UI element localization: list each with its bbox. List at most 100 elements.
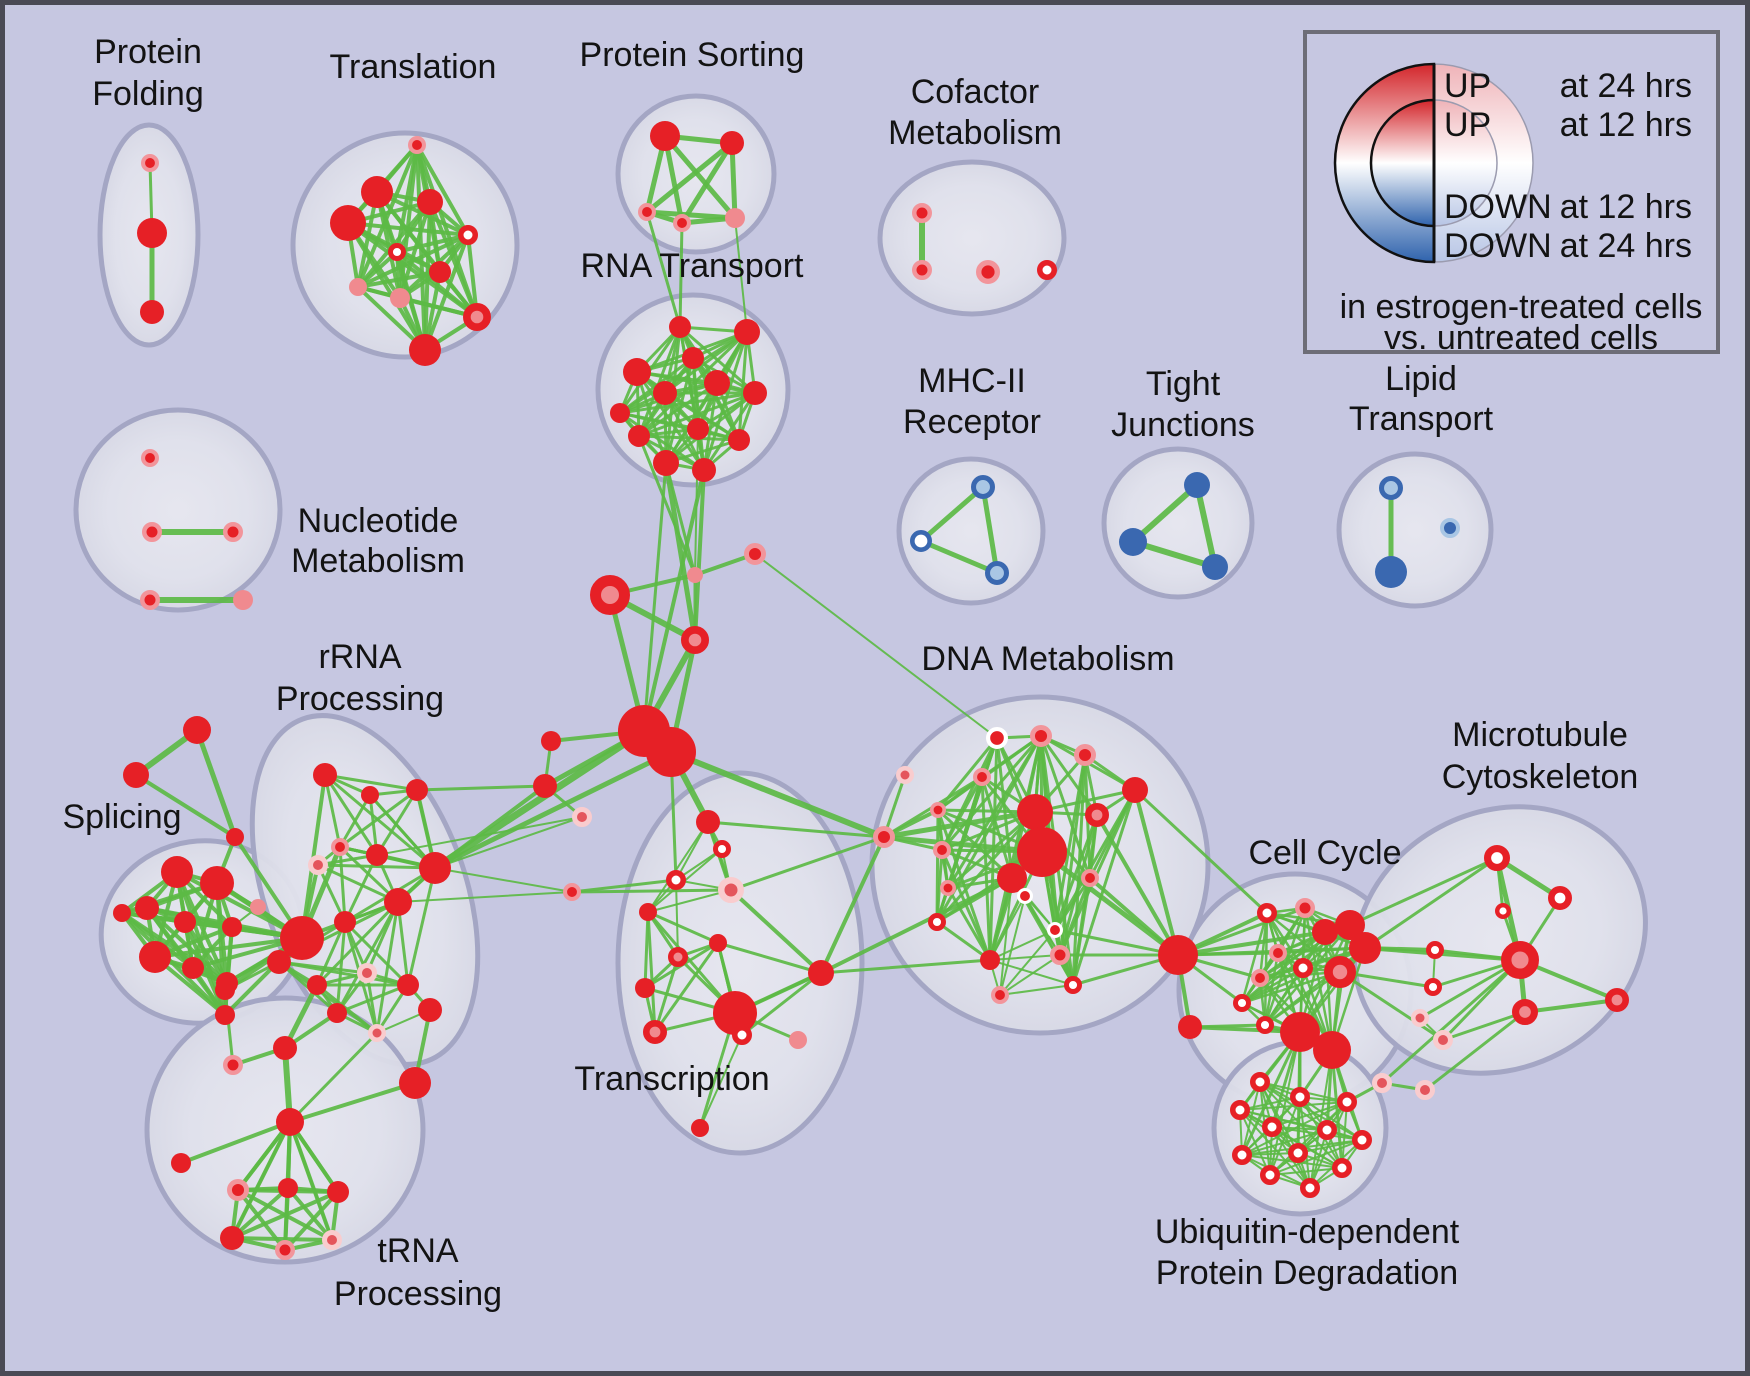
gene-node[interactable] bbox=[458, 225, 478, 245]
gene-node[interactable] bbox=[1349, 932, 1381, 964]
gene-node[interactable] bbox=[1290, 1087, 1310, 1107]
gene-node[interactable] bbox=[140, 300, 164, 324]
gene-node[interactable] bbox=[390, 288, 410, 308]
gene-node[interactable] bbox=[307, 975, 327, 995]
gene-node[interactable] bbox=[1313, 1031, 1351, 1069]
gene-node[interactable] bbox=[666, 870, 686, 890]
gene-node[interactable] bbox=[687, 418, 709, 440]
gene-node[interactable] bbox=[642, 1019, 667, 1044]
gene-node[interactable] bbox=[327, 1003, 347, 1023]
gene-node[interactable] bbox=[1202, 554, 1228, 580]
gene-node[interactable] bbox=[734, 319, 760, 345]
gene-node[interactable] bbox=[638, 202, 657, 221]
gene-node[interactable] bbox=[563, 883, 582, 902]
gene-node[interactable] bbox=[1122, 777, 1148, 803]
gene-node[interactable] bbox=[912, 203, 932, 223]
gene-node[interactable] bbox=[808, 960, 834, 986]
gene-node[interactable] bbox=[200, 866, 234, 900]
gene-node[interactable] bbox=[215, 980, 235, 1000]
gene-node[interactable] bbox=[909, 529, 932, 552]
gene-node[interactable] bbox=[986, 727, 1009, 750]
gene-node[interactable] bbox=[142, 522, 162, 542]
gene-node[interactable] bbox=[709, 934, 727, 952]
gene-node[interactable] bbox=[635, 978, 655, 998]
gene-node[interactable] bbox=[1548, 885, 1573, 910]
gene-node[interactable] bbox=[1425, 940, 1444, 959]
gene-node[interactable] bbox=[872, 825, 895, 848]
gene-node[interactable] bbox=[361, 176, 393, 208]
gene-node[interactable] bbox=[1317, 1120, 1337, 1140]
gene-node[interactable] bbox=[682, 347, 704, 369]
gene-node[interactable] bbox=[1081, 869, 1100, 888]
gene-node[interactable] bbox=[680, 625, 709, 654]
gene-node[interactable] bbox=[704, 370, 730, 396]
gene-node[interactable] bbox=[334, 911, 356, 933]
gene-node[interactable] bbox=[267, 950, 291, 974]
gene-node[interactable] bbox=[533, 774, 557, 798]
gene-node[interactable] bbox=[687, 567, 703, 583]
gene-node[interactable] bbox=[1433, 1030, 1453, 1050]
gene-node[interactable] bbox=[669, 316, 691, 338]
gene-node[interactable] bbox=[276, 1108, 304, 1136]
gene-node[interactable] bbox=[728, 429, 750, 451]
gene-node[interactable] bbox=[1605, 987, 1630, 1012]
gene-node[interactable] bbox=[639, 903, 657, 921]
gene-node[interactable] bbox=[1251, 969, 1270, 988]
gene-node[interactable] bbox=[1017, 827, 1067, 877]
gene-node[interactable] bbox=[275, 1240, 295, 1260]
gene-node[interactable] bbox=[330, 205, 366, 241]
gene-node[interactable] bbox=[174, 911, 196, 933]
gene-node[interactable] bbox=[327, 1181, 349, 1203]
gene-node[interactable] bbox=[183, 716, 211, 744]
gene-node[interactable] bbox=[123, 762, 149, 788]
gene-node[interactable] bbox=[1178, 1015, 1202, 1039]
gene-node[interactable] bbox=[1158, 935, 1198, 975]
gene-node[interactable] bbox=[1230, 1100, 1250, 1120]
gene-node[interactable] bbox=[1372, 1073, 1392, 1093]
gene-node[interactable] bbox=[720, 131, 744, 155]
gene-node[interactable] bbox=[712, 839, 731, 858]
gene-node[interactable] bbox=[361, 786, 379, 804]
gene-node[interactable] bbox=[691, 1119, 709, 1137]
gene-node[interactable] bbox=[541, 731, 561, 751]
gene-node[interactable] bbox=[912, 260, 932, 280]
gene-node[interactable] bbox=[1262, 1117, 1282, 1137]
gene-node[interactable] bbox=[646, 727, 696, 777]
gene-node[interactable] bbox=[1379, 475, 1404, 500]
gene-node[interactable] bbox=[1017, 888, 1034, 905]
gene-node[interactable] bbox=[388, 243, 407, 262]
gene-node[interactable] bbox=[1255, 1015, 1274, 1034]
gene-node[interactable] bbox=[1332, 1158, 1352, 1178]
gene-node[interactable] bbox=[1017, 794, 1053, 830]
gene-node[interactable] bbox=[789, 1031, 807, 1049]
gene-node[interactable] bbox=[1184, 472, 1210, 498]
gene-node[interactable] bbox=[590, 575, 630, 615]
gene-node[interactable] bbox=[973, 768, 992, 787]
gene-node[interactable] bbox=[227, 1178, 250, 1201]
gene-node[interactable] bbox=[668, 947, 688, 967]
gene-node[interactable] bbox=[222, 917, 242, 937]
gene-node[interactable] bbox=[1483, 845, 1510, 872]
gene-node[interactable] bbox=[713, 991, 757, 1035]
gene-node[interactable] bbox=[725, 208, 745, 228]
gene-node[interactable] bbox=[313, 763, 337, 787]
gene-node[interactable] bbox=[653, 381, 677, 405]
gene-node[interactable] bbox=[929, 801, 946, 818]
gene-node[interactable] bbox=[933, 841, 952, 860]
gene-node[interactable] bbox=[419, 852, 451, 884]
gene-node[interactable] bbox=[1232, 1145, 1252, 1165]
gene-node[interactable] bbox=[628, 425, 650, 447]
gene-node[interactable] bbox=[349, 278, 367, 296]
gene-node[interactable] bbox=[743, 542, 766, 565]
gene-node[interactable] bbox=[696, 810, 720, 834]
gene-node[interactable] bbox=[980, 950, 1000, 970]
gene-node[interactable] bbox=[182, 957, 204, 979]
gene-node[interactable] bbox=[250, 899, 266, 915]
gene-node[interactable] bbox=[407, 135, 426, 154]
gene-node[interactable] bbox=[397, 974, 419, 996]
gene-node[interactable] bbox=[1050, 945, 1070, 965]
gene-node[interactable] bbox=[322, 1230, 342, 1250]
gene-node[interactable] bbox=[1260, 1165, 1280, 1185]
gene-node[interactable] bbox=[1073, 743, 1096, 766]
gene-node[interactable] bbox=[366, 844, 388, 866]
